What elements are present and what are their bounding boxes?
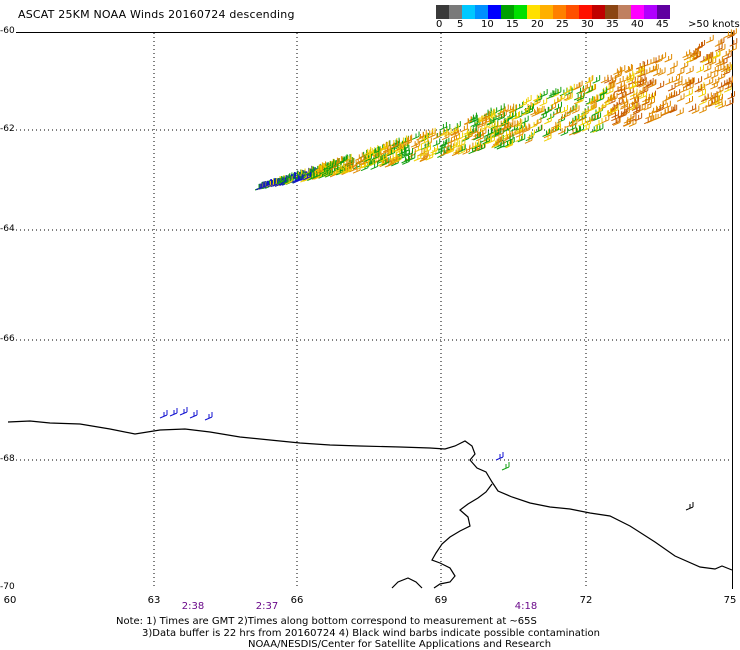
lat-label: -62	[0, 124, 16, 134]
wind-barb	[665, 77, 672, 85]
lon-label: 60	[4, 595, 17, 606]
wind-barb	[730, 38, 737, 46]
footnote-line-1: Note: 1) Times are GMT 2)Times along bot…	[116, 616, 537, 627]
wind-barb	[453, 121, 460, 129]
wind-barb	[439, 122, 446, 130]
lon-label: 66	[291, 595, 304, 606]
footnote-line-3: NOAA/NESDIS/Center for Satellite Applica…	[248, 639, 551, 650]
wind-barb	[613, 66, 620, 74]
wind-barb	[724, 51, 731, 59]
wind-barb	[672, 74, 679, 82]
wind-barb	[551, 97, 558, 105]
wind-barb	[460, 124, 467, 132]
wind-barb	[658, 67, 665, 75]
wind-barb	[657, 81, 664, 89]
pass-time-label: 2:37	[256, 601, 278, 612]
wind-barb	[699, 105, 706, 113]
wind-barb	[508, 121, 515, 129]
wind-barb	[704, 71, 711, 79]
wind-barb	[412, 131, 419, 139]
wind-barb	[549, 88, 556, 96]
lon-label: 63	[148, 595, 161, 606]
wind-barb	[496, 452, 503, 460]
wind-barb	[534, 117, 541, 125]
wind-barb	[673, 89, 680, 97]
wind-barb	[180, 407, 187, 415]
wind-barb	[190, 410, 197, 418]
antarctic-coastline	[8, 421, 732, 570]
lon-label: 69	[435, 595, 448, 606]
wind-barb	[170, 408, 177, 416]
lat-label: -66	[0, 334, 16, 344]
lon-label: 72	[580, 595, 593, 606]
glacier-tongue-coast	[432, 484, 492, 588]
wind-barb	[527, 130, 534, 138]
wind-barb	[205, 412, 212, 420]
wind-barb	[524, 95, 531, 103]
wind-barb	[686, 502, 693, 510]
lat-label: -60	[0, 26, 16, 36]
wind-barb	[695, 76, 702, 84]
wind-barb	[685, 96, 692, 104]
wind-barb	[686, 66, 693, 74]
lat-label: -64	[0, 224, 16, 234]
bay-coast	[392, 578, 422, 588]
wind-barb	[433, 138, 440, 146]
wind-barb	[706, 35, 713, 43]
wind-barb	[696, 65, 703, 73]
footnote-line-2: 3)Data buffer is 22 hrs from 20160724 4)…	[142, 628, 600, 639]
wind-barb	[668, 83, 675, 91]
wind-barb	[689, 104, 696, 112]
wind-barb	[502, 462, 509, 470]
wind-barb	[715, 57, 722, 65]
wind-barb	[593, 75, 600, 83]
pass-time-label: 2:38	[182, 601, 204, 612]
pass-time-label: 4:18	[515, 601, 537, 612]
wind-barb	[726, 98, 733, 106]
lat-label: -70	[0, 582, 16, 592]
lat-label: -68	[0, 454, 16, 464]
lon-label: 75	[724, 595, 737, 606]
wind-barb	[676, 108, 683, 116]
wind-barb	[469, 113, 476, 121]
wind-barb	[160, 410, 167, 418]
wind-barb	[683, 50, 690, 58]
